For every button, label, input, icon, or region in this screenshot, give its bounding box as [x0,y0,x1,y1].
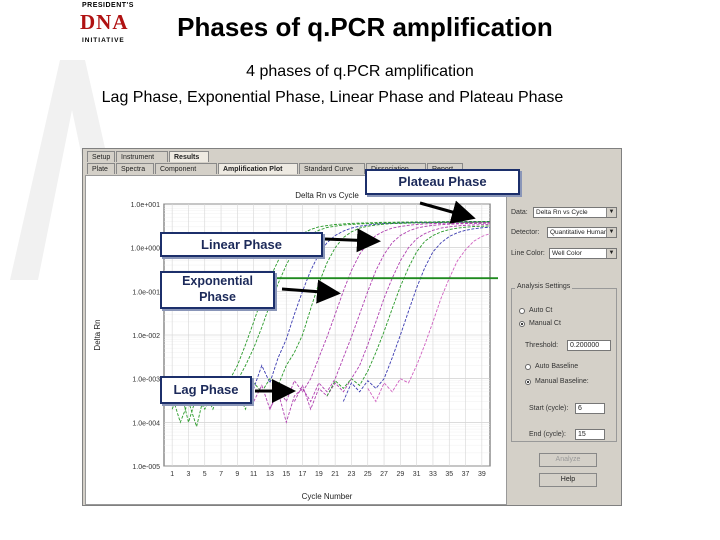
y-tick-label: 1.0e+001 [131,202,160,209]
data-select-value: Delta Rn vs Cycle [536,209,588,216]
settings-panel: Data: Delta Rn vs Cycle ▼ Detector: Quan… [507,175,621,505]
slide-subtitle-2: Lag Phase, Exponential Phase, Linear Pha… [101,89,564,106]
series-line [171,221,490,424]
arrow-linear [324,228,381,253]
arrow-exponential [281,279,341,304]
end-cycle-input[interactable]: 15 [575,429,605,440]
detector-select-value: Quantitative Human [550,229,608,236]
logo-line-initiative: INITIATIVE [82,37,125,44]
callout-exponential-phase: Exponential Phase [160,271,275,309]
x-tick-label: 15 [282,471,290,478]
x-tick-label: 29 [396,471,404,478]
x-tick-label: 23 [348,471,356,478]
auto-baseline-radio[interactable] [525,364,531,370]
x-tick-label: 13 [266,471,274,478]
x-tick-label: 35 [445,471,453,478]
end-cycle-label: End (cycle): [529,431,566,438]
amplification-chart: 1.0e+001 1.0e+000 1.0e-001 1.0e-002 1.0e-003… [93,191,498,501]
y-tick-label: 1.0e-004 [132,420,160,427]
line-color-select-value: Well Color [552,250,582,257]
tab-standard-curve[interactable]: Standard Curve [299,163,365,174]
tab-instrument[interactable]: Instrument [116,151,168,162]
callout-lag-phase: Lag Phase [160,376,252,404]
detector-select[interactable]: Quantitative Human ▼ [547,227,617,238]
help-button[interactable]: Help [539,473,597,487]
slide-subtitle-1: 4 phases of q.PCR amplification [246,63,474,80]
manual-ct-label: Manual Ct [529,320,561,327]
tab-setup[interactable]: Setup [87,151,115,162]
analyze-button[interactable]: Analyze [539,453,597,467]
callout-exponential-line-2: Phase [199,290,236,304]
threshold-label: Threshold: [525,342,559,349]
x-tick-label: 37 [462,471,470,478]
logo-line-dna: DNA [80,10,129,34]
start-cycle-input[interactable]: 6 [575,403,605,414]
tab-component[interactable]: Component [155,163,217,174]
x-tick-label: 11 [250,471,257,478]
y-tick-label: 1.0e-005 [132,464,160,471]
x-tick-label: 9 [235,471,239,478]
x-tick-label: 21 [331,471,339,478]
tab-amplification-plot[interactable]: Amplification Plot [218,163,298,174]
line-color-label: Line Color: [511,250,545,257]
x-tick-label: 7 [219,471,223,478]
x-tick-label: 19 [315,471,323,478]
chevron-down-icon: ▼ [606,208,616,217]
callout-plateau-phase: Plateau Phase [365,169,520,195]
tab-results[interactable]: Results [169,151,209,162]
series-line [367,233,491,403]
y-axis-label: Delta Rn [93,319,102,350]
chart-title: Delta Rn vs Cycle [295,191,359,200]
x-tick-label: 33 [429,471,437,478]
slide-title: Phases of q.PCR amplification [177,12,553,42]
start-cycle-label: Start (cycle): [529,405,569,412]
line-color-select[interactable]: Well Color ▼ [549,248,617,259]
manual-ct-radio[interactable] [519,321,525,327]
auto-ct-label: Auto Ct [529,307,553,314]
x-tick-label: 27 [380,471,388,478]
x-tick-label: 17 [299,471,307,478]
series-line [342,226,491,402]
y-tick-label: 1.0e+000 [131,246,160,253]
manual-baseline-radio[interactable] [525,379,531,385]
callout-linear-phase: Linear Phase [160,232,323,257]
x-tick-label: 31 [413,471,421,478]
amplification-plot-window: Setup Instrument Results Plate Spectra C… [82,148,622,506]
auto-baseline-label: Auto Baseline [535,363,579,370]
x-tick-label: 1 [170,471,174,478]
detector-label: Detector: [511,229,540,236]
chevron-down-icon: ▼ [606,249,616,258]
x-tick-label: 5 [203,471,207,478]
data-label: Data: [511,209,528,216]
data-select[interactable]: Delta Rn vs Cycle ▼ [533,207,617,218]
amplification-chart-panel: 1.0e+001 1.0e+000 1.0e-001 1.0e-002 1.0e-003… [85,175,507,505]
series-line [269,222,491,424]
y-tick-label: 1.0e-001 [132,289,160,296]
presidents-dna-initiative-logo: PRESIDENT'S DNA INITIATIVE [80,2,142,46]
arrow-plateau [419,200,476,224]
tab-plate[interactable]: Plate [87,163,115,174]
x-axis-label: Cycle Number [302,492,353,501]
x-tick-label: 39 [478,471,486,478]
y-tick-label: 1.0e-002 [132,333,160,340]
analysis-settings-label: Analysis Settings [515,283,573,290]
x-tick-label: 3 [186,471,190,478]
chevron-down-icon: ▼ [606,228,616,237]
tab-spectra[interactable]: Spectra [116,163,154,174]
x-tick-label: 25 [364,471,372,478]
auto-ct-radio[interactable] [519,308,525,314]
manual-baseline-label: Manual Baseline: [535,378,589,385]
logo-line-presidents: PRESIDENT'S [82,2,134,9]
callout-exponential-line-1: Exponential [182,274,253,288]
y-tick-label: 1.0e-003 [132,377,160,384]
threshold-input[interactable]: 0.200000 [567,340,611,351]
